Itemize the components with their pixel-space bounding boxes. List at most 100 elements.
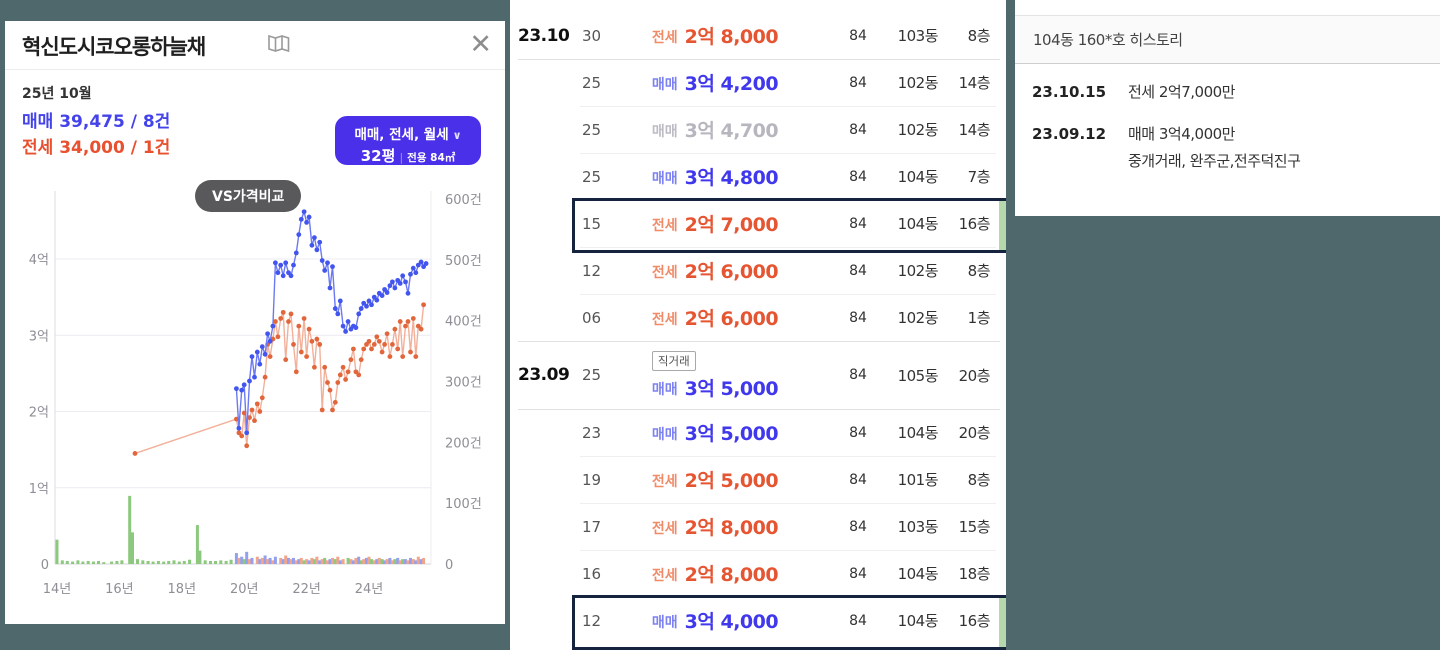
price-cell: 매매 3억 4,000 [622,607,808,634]
direct-deal-badge: 직거래 [651,350,696,371]
transaction-row[interactable]: 12 전세 2억 6,000 84 102동 8층 [510,247,1006,294]
transaction-row[interactable]: 19 전세 2억 5,000 84 101동 8층 [510,456,1006,503]
floor-label: 18층 [958,565,991,583]
price-value: 3억 5,000 [684,377,779,400]
area-label: 84 [849,471,867,488]
trade-type-label: 매매 [651,427,678,443]
price-cell: 전세 2억 5,000 [622,466,808,493]
complex-title: 혁신도시코오롱하늘채 [22,35,206,59]
price-value: 2억 8,000 [684,517,779,539]
transaction-row[interactable]: 25 매매 3억 4,800 84 104동 7층 [510,153,1006,200]
building-label: 104동 [897,424,939,442]
area-label: 84 [849,74,867,91]
vs-price-compare-button[interactable]: VS가격비교 [195,180,302,212]
day-label: 06 [582,308,602,327]
price-cell: 매매 3억 4,200 [622,69,808,96]
transaction-row[interactable]: 17 전세 2억 8,000 84 103동 15층 [510,503,1006,550]
trade-type-label: 전세 [651,568,678,584]
history-detail: 전세 2억7,000만 [1128,83,1235,101]
history-detail: 매매 3억4,000만 중개거래, 완주군,전주덕진구 [1128,125,1301,170]
history-entry: 23.10.15 전세 2억7,000만 [1032,79,1440,106]
svg-text:100건: 100건 [445,497,482,512]
transaction-row[interactable]: 16 전세 2억 8,000 84 104동 18층 [510,550,1006,597]
building-label: 105동 [897,366,939,385]
floor-label: 1층 [967,309,991,327]
svg-text:300건: 300건 [445,376,482,391]
unit-history-title: 104동 160*호 히스토리 [1015,15,1440,64]
svg-text:20년: 20년 [230,582,259,597]
price-value: 3억 4,800 [684,167,779,189]
trade-type-label: 전세 [651,218,678,234]
day-label: 12 [582,261,602,280]
area-label: 84 [849,121,867,138]
transaction-row[interactable]: 15 전세 2억 7,000 84 104동 16층 [510,198,1006,253]
price-value: 2억 8,000 [684,564,779,586]
trade-type-label: 전세 [651,30,678,46]
transaction-row[interactable]: 23 매매 3억 5,000 84 104동 20층 [510,409,1006,456]
area-label: 84 [849,565,867,582]
transaction-row[interactable]: 23.09 25 직거래 매매 3억 5,000 84 105동 20층 [510,341,1006,409]
price-value: 2억 6,000 [684,261,779,283]
area-label: 84 [849,424,867,441]
floor-label: 20층 [958,366,991,385]
price-inner: 전세 2억 7,000 [651,210,779,237]
trade-type-label: 매매 [651,381,678,398]
filter-separator: | [399,151,404,164]
day-label: 17 [582,517,602,536]
day-label: 25 [582,120,602,139]
price-inner: 매매 3억 4,800 [651,163,779,190]
trade-type-filter-button[interactable]: 매매, 전세, 월세 ∨ 32평 | 전용 84㎡ [335,116,481,165]
price-inner: 전세 2억 6,000 [652,257,779,284]
building-label: 102동 [897,74,939,92]
building-label: 101동 [897,471,939,489]
price-inner: 매매 3억 4,000 [652,607,779,634]
building-label: 102동 [897,262,939,280]
sale-summary: 매매 39,475 / 8건 [22,112,171,132]
svg-text:3억: 3억 [29,329,49,344]
period-label: 25년 10월 [22,86,92,102]
svg-text:400건: 400건 [445,315,482,330]
transaction-row[interactable]: 12 매매 3억 4,000 84 104동 16층 [510,595,1006,650]
price-cell: 전세 2억 8,000 [622,22,808,49]
trade-type-label: 전세 [651,521,678,537]
price-cell: 전세 2억 8,000 [622,513,808,540]
transaction-row[interactable]: 23.10 30 전세 2억 8,000 84 103동 8층 [510,12,1006,59]
price-inner: 전세 2억 8,000 [651,22,779,49]
price-cell: 전세 2억 6,000 [622,257,808,284]
trade-type-label: 전세 [651,312,678,328]
transaction-row[interactable]: 25 매매 3억 4,700 84 102동 14층 [510,106,1006,153]
price-inner: 전세 2억 8,000 [651,513,779,540]
day-label: 12 [582,611,602,630]
price-inner: 전세 2억 5,000 [652,466,779,493]
svg-text:0: 0 [41,558,49,573]
svg-text:200건: 200건 [445,436,482,451]
price-value: 3억 4,000 [684,611,779,633]
transaction-row[interactable]: 06 전세 2억 6,000 84 102동 1층 [510,294,1006,341]
svg-text:600건: 600건 [445,193,482,208]
svg-text:1억: 1억 [29,482,49,497]
area-label: 84 [849,309,867,326]
trade-type-label: 매매 [651,124,678,140]
map-book-icon[interactable] [267,34,291,54]
svg-text:16년: 16년 [105,582,134,597]
floor-label: 8층 [967,262,991,280]
day-label: 25 [582,167,602,186]
svg-text:22년: 22년 [292,582,321,597]
price-value: 2억 6,000 [684,308,779,330]
trade-type-label: 매매 [651,171,678,187]
transaction-row[interactable]: 25 매매 3억 4,200 84 102동 14층 [510,59,1006,106]
chevron-down-icon: ∨ [452,129,462,142]
filter-area-label: 전용 84㎡ [407,152,456,164]
building-label: 102동 [897,309,939,327]
day-label: 23 [582,423,602,442]
building-label: 102동 [897,121,939,139]
price-inner: 전세 2억 6,000 [651,304,779,331]
close-icon[interactable]: ✕ [469,29,492,60]
svg-text:500건: 500건 [445,254,482,269]
history-date: 23.10.15 [1032,83,1107,101]
floor-label: 20층 [958,424,991,442]
price-cell: 매매 3억 5,000 [622,419,808,446]
area-label: 84 [849,262,867,279]
